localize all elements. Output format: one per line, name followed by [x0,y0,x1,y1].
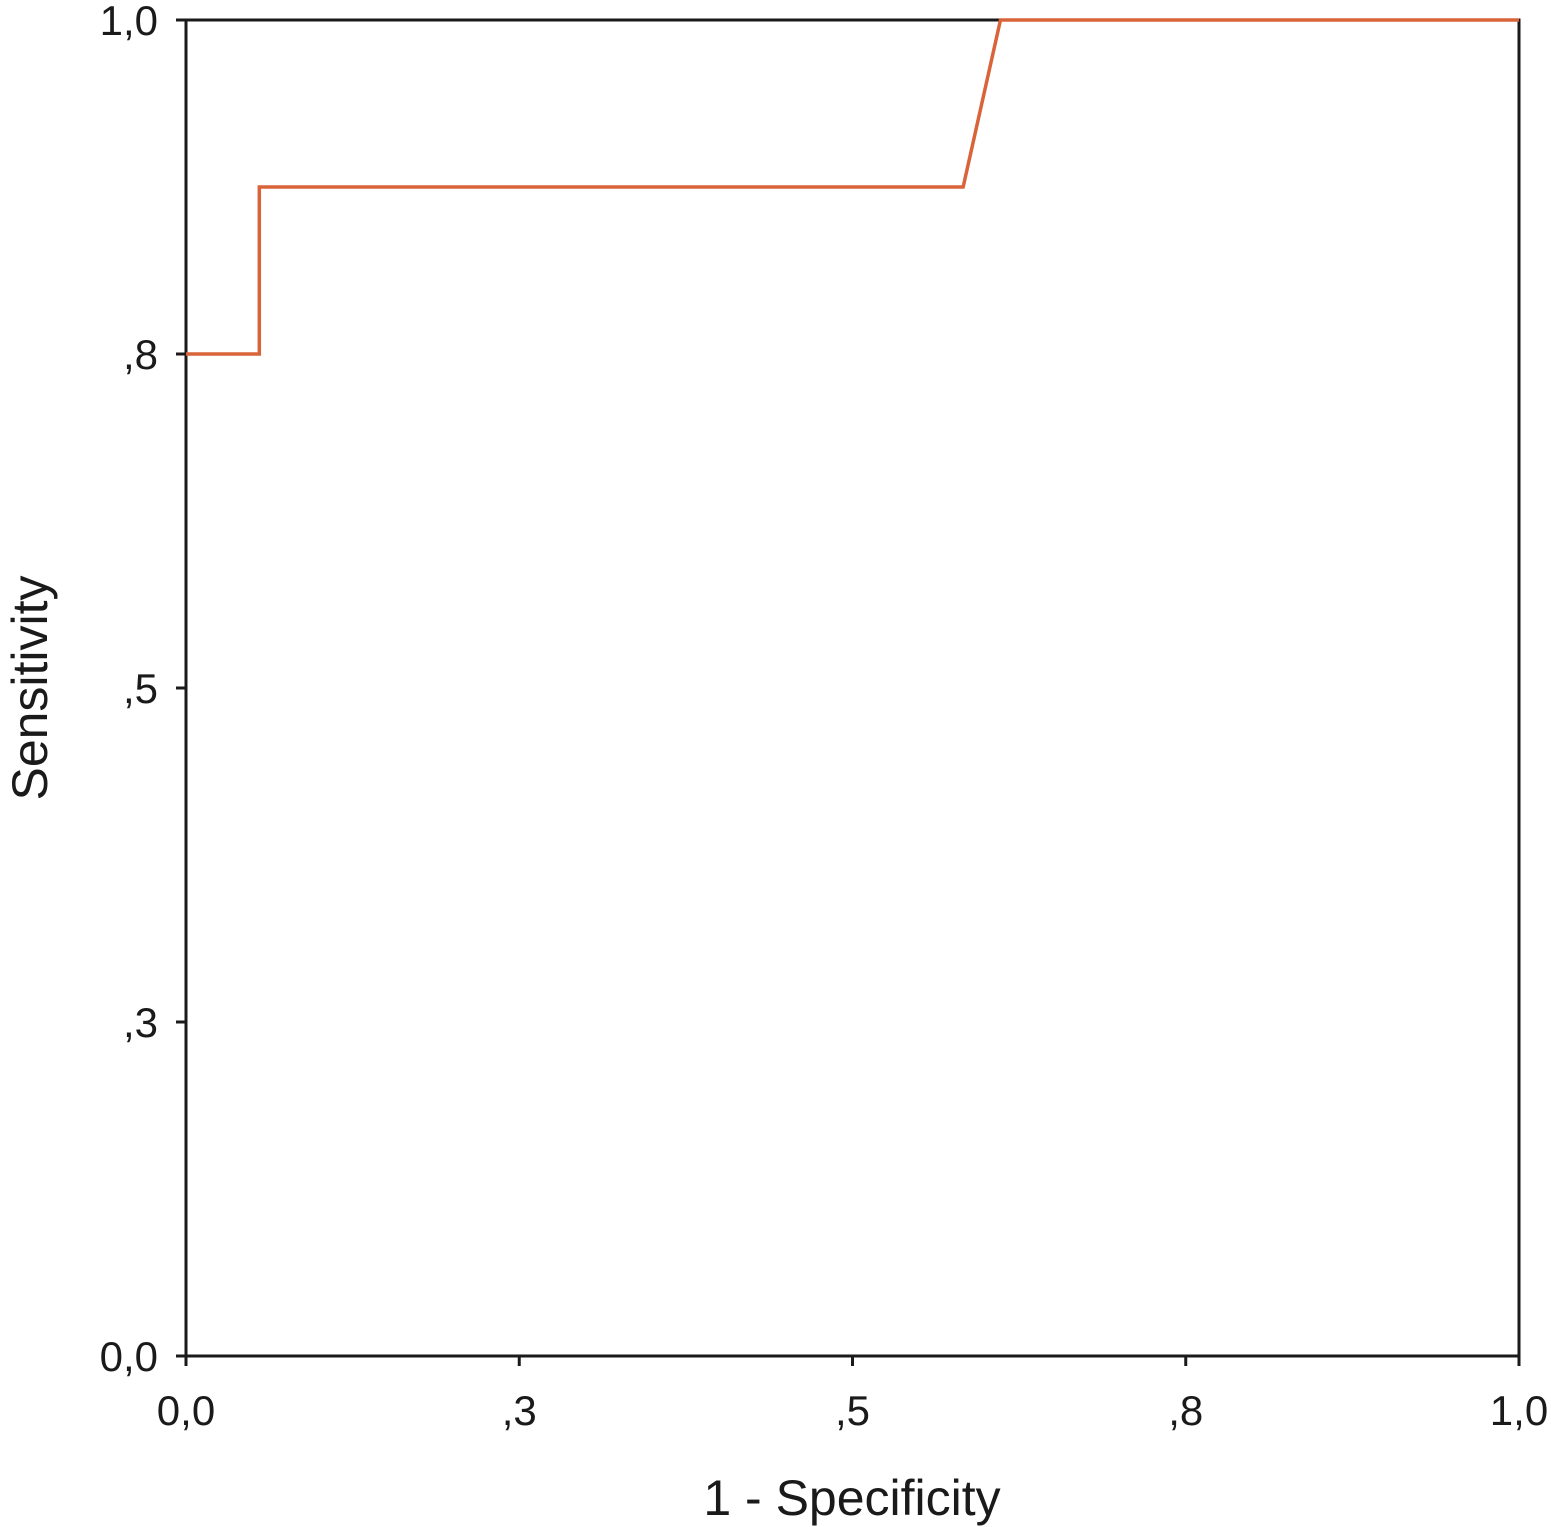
plot-frame [184,18,1521,1358]
x-tick-label-2: ,5 [835,1387,870,1434]
y-tick-label-1: ,3 [123,999,158,1046]
roc-curve-line-0 [186,18,1519,356]
y-axis-ticks: 0,0 ,3 ,5 ,8 1,0 [100,0,186,1380]
y-tick-label-2: ,5 [123,665,158,712]
series-group [186,18,1519,356]
x-tick-label-3: ,8 [1168,1387,1203,1434]
x-axis-label: 1 - Specificity [703,1470,1000,1526]
x-tick-label-4: 1,0 [1490,1387,1548,1434]
x-axis-ticks: 0,0 ,3 ,5 ,8 1,0 [157,1356,1548,1434]
y-tick-label-4: 1,0 [100,0,158,44]
y-tick-label-3: ,8 [123,331,158,378]
y-axis-label: Sensitivity [2,575,58,800]
x-tick-label-1: ,3 [502,1387,537,1434]
y-tick-label-0: 0,0 [100,1333,158,1380]
x-tick-label-0: 0,0 [157,1387,215,1434]
